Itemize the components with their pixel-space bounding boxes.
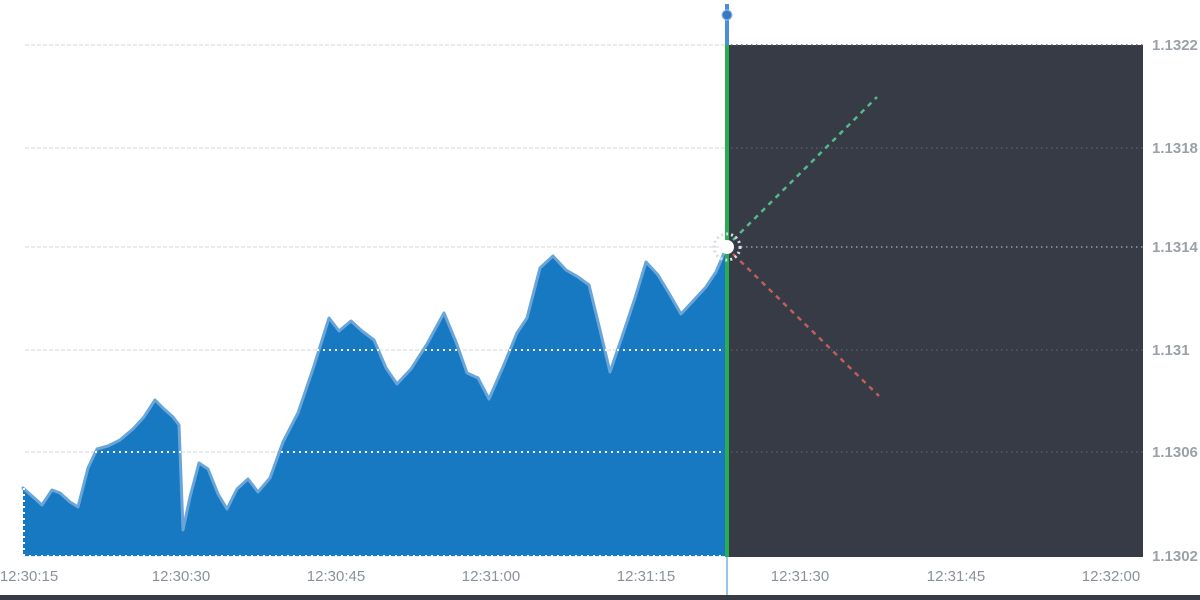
x-axis-label: 12:30:15 (0, 568, 58, 585)
y-axis-label: 1.1306 (1152, 444, 1198, 461)
y-axis-label: 1.1318 (1152, 140, 1198, 157)
x-axis-label: 12:32:00 (1082, 568, 1140, 585)
y-axis-label: 1.1322 (1152, 37, 1198, 54)
bottom-bar (0, 595, 1200, 600)
x-axis-label: 12:30:45 (307, 568, 365, 585)
projection-down-line (732, 253, 880, 397)
now-line-top-dot (721, 9, 733, 21)
current-price-marker (720, 240, 734, 254)
x-axis-label: 12:31:15 (617, 568, 675, 585)
x-axis-label: 12:31:30 (771, 568, 829, 585)
price-area-series (23, 246, 727, 556)
x-axis-label: 12:31:00 (462, 568, 520, 585)
x-axis-label: 12:30:30 (152, 568, 210, 585)
y-axis-label: 1.1302 (1152, 548, 1198, 565)
future-panel (727, 45, 1143, 557)
y-axis-label: 1.131 (1152, 342, 1190, 359)
y-axis-label: 1.1314 (1152, 239, 1199, 256)
x-axis-label: 12:31:45 (927, 568, 985, 585)
current-price-marker-ring (712, 232, 742, 262)
projection-up-line (732, 96, 878, 241)
